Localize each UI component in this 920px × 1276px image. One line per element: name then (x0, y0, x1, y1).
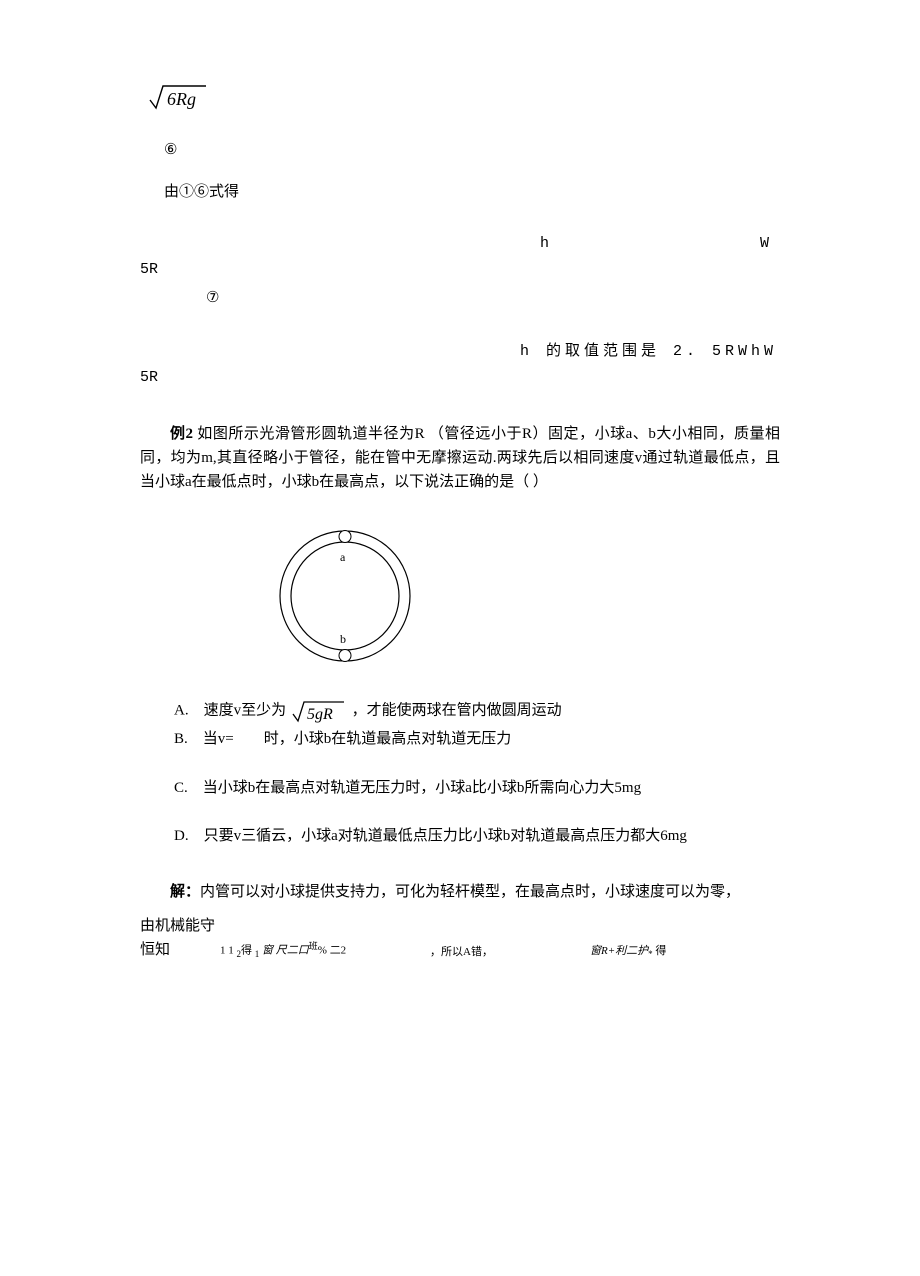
option-C: C. 当小球b在最高点对轨道无压力时，小球a比小球b所需向心力大5mg (174, 777, 780, 800)
options-block: A. 速度v至少为 5gR ，才能使两球在管内做圆周运动 B. 当v= 时，小球… (140, 698, 780, 848)
sqrt-5gR-text: 5gR (307, 706, 333, 723)
sol-mid-text: 窗 尺二口 (262, 945, 309, 957)
example-body-post: ） (533, 474, 548, 490)
sqrt-6Rg: 6Rg (148, 80, 780, 120)
value-5R-2: 5R (140, 366, 780, 390)
solution-line1: 内管可以对小球提供支持力，可化为轻杆模型，在最高点时，小球速度可以为零， (200, 884, 740, 900)
sqrt-6Rg-svg: 6Rg (148, 80, 208, 112)
letter-h: h (540, 232, 760, 256)
row-h-w-spacer (140, 232, 540, 256)
sol-left: 由机械能守恒知 (140, 914, 220, 962)
label-b: b (340, 632, 346, 646)
option-B: B. 当v= 时，小球b在轨道最高点对轨道无压力 (174, 728, 780, 751)
sol-right-sub: * (648, 949, 653, 959)
sqrt-5gR-svg: 5gR (292, 698, 346, 724)
sol-right: 窗R+利二护* 得 (590, 943, 666, 962)
example-body-pre: 如图所示光滑管形圆轨道半径为R （管径远小于R）固定，小球a、b大小相同，质量相… (140, 426, 780, 490)
example-paragraph: 例2 如图所示光滑管形圆轨道半径为R （管径远小于R）固定，小球a、b大小相同，… (140, 422, 780, 494)
ball-b-top (339, 531, 351, 543)
option-D: D. 只要v三循云，小球a对轨道最低点压力比小球b对轨道最高点压力都大6mg (174, 825, 780, 848)
option-A-pre: A. 速度v至少为 (174, 702, 286, 718)
row-range: h 的取值范围是 2. 5RWhW (140, 340, 780, 364)
sol-mid-pct: % (318, 945, 327, 957)
solution-row: 由机械能守恒知 1 1 2得 1 窗 尺二口班% 二2 ，所以A错， 窗R+利二… (140, 914, 780, 962)
letter-W: W (760, 232, 780, 256)
sol-mid-nums: 1 1 (220, 945, 234, 957)
sol-mid-post: ，所以A错， (430, 944, 590, 962)
solution-paragraph: 解：内管可以对小球提供支持力，可化为轻杆模型，在最高点时，小球速度可以为零， (140, 874, 780, 910)
sol-right-text: 窗R+利二护 (590, 945, 648, 957)
range-text: h 的取值范围是 2. 5RWhW (520, 340, 780, 364)
derive-line: 由①⑥式得 (164, 180, 780, 204)
sol-mid-eq: 二2 (330, 945, 347, 957)
option-A: A. 速度v至少为 5gR ，才能使两球在管内做圆周运动 (174, 698, 780, 724)
tube-diagram-svg: a b (260, 516, 430, 676)
value-5R-1: 5R (140, 258, 780, 282)
label-a: a (340, 550, 346, 564)
sol-right-de: 得 (655, 945, 666, 957)
step-circled-6: ⑥ (164, 138, 177, 162)
step-circled-7: ⑦ (206, 286, 219, 310)
example-label: 例2 (170, 426, 193, 442)
sol-mid-sup: 班 (309, 941, 318, 951)
sol-mid-sub2: 1 (255, 949, 260, 959)
tube-diagram: a b (260, 516, 780, 684)
ball-a-bottom (339, 650, 351, 662)
page-root: 6Rg ⑥ 由①⑥式得 h W 5R ⑦ h 的取值范围是 2. 5RWhW 5… (0, 0, 920, 1276)
option-A-post: ，才能使两球在管内做圆周运动 (352, 702, 562, 718)
solution-label: 解： (170, 884, 200, 900)
sol-mid-de: 得 (241, 945, 252, 957)
sol-mid: 1 1 2得 1 窗 尺二口班% 二2 (220, 939, 430, 961)
sqrt-6Rg-text: 6Rg (167, 89, 196, 109)
row-range-spacer (140, 340, 520, 364)
row-h-w: h W (140, 232, 780, 256)
